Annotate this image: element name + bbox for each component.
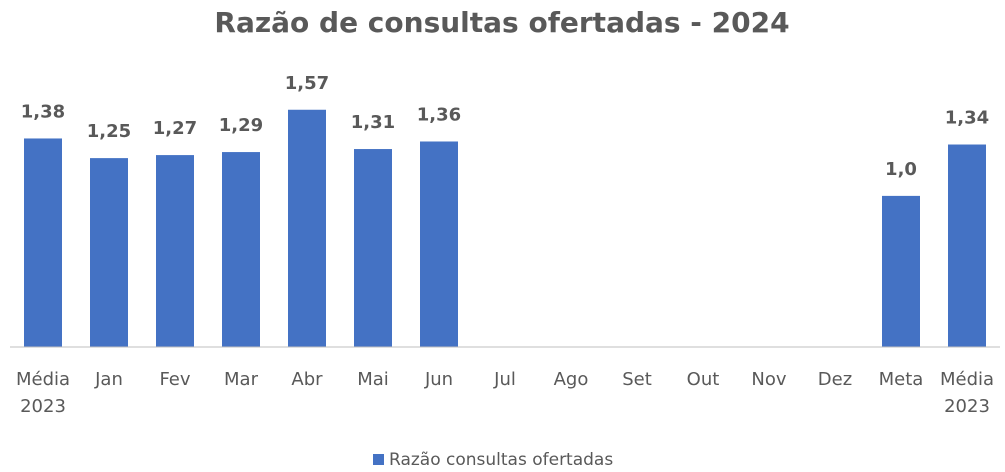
data-label: 1,0 [885, 159, 917, 180]
bar [420, 141, 458, 347]
x-tick-label: Fev [159, 369, 191, 390]
bar [882, 195, 920, 347]
x-tick-label: Meta [878, 369, 924, 390]
data-label: 1,27 [153, 118, 197, 139]
x-tick-label: Média 2023 [939, 369, 995, 417]
x-tick-label: Média 2023 [15, 369, 71, 417]
bar [156, 155, 194, 347]
x-tick-label: Jun [424, 369, 454, 390]
bar [90, 158, 128, 347]
bar [948, 144, 986, 347]
bar [354, 149, 392, 347]
x-tick-label: Mai [357, 369, 389, 390]
x-tick-label: Mar [224, 369, 258, 390]
x-tick-label: Dez [817, 369, 853, 390]
data-label: 1,31 [351, 112, 395, 133]
data-label: 1,38 [21, 101, 65, 122]
legend-swatch [373, 454, 384, 465]
x-tick-label: Jan [95, 369, 123, 390]
x-tick-label: Jul [494, 369, 516, 390]
x-tick-label: Ago [553, 369, 589, 390]
data-label: 1,29 [219, 115, 263, 136]
data-label: 1,34 [945, 108, 989, 129]
legend-label: Razão consultas ofertadas [389, 450, 613, 470]
data-label: 1,25 [87, 121, 131, 142]
bar [24, 138, 62, 347]
chart-title: Razão de consultas ofertadas - 2024 [214, 6, 789, 39]
x-tick-label: Abr [291, 369, 323, 390]
bar [222, 152, 260, 347]
bar [288, 109, 326, 347]
data-label: 1,36 [417, 104, 461, 125]
x-tick-label: Nov [751, 369, 787, 390]
x-tick-label: Out [686, 369, 720, 390]
x-tick-label: Set [622, 369, 652, 390]
data-label: 1,57 [285, 73, 329, 94]
